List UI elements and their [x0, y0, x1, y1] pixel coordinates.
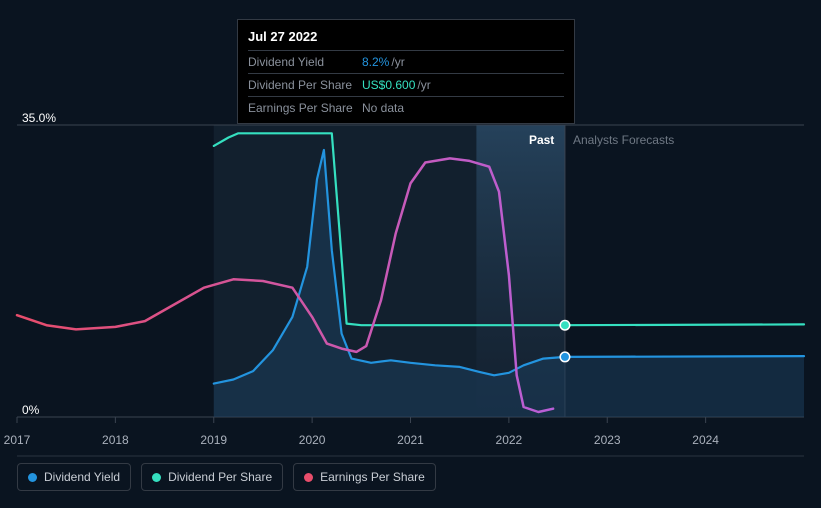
tooltip-row: Dividend Yield 8.2% /yr: [248, 50, 564, 73]
legend-label: Dividend Per Share: [168, 470, 272, 484]
region-label-forecasts: Analysts Forecasts: [573, 133, 674, 147]
legend-dot: [28, 473, 37, 482]
tooltip-value: 8.2%: [362, 55, 389, 69]
tooltip-date: Jul 27 2022: [248, 26, 564, 50]
legend: Dividend Yield Dividend Per Share Earnin…: [17, 463, 436, 491]
tooltip-label: Dividend Per Share: [248, 78, 362, 92]
x-axis-tick: 2024: [692, 433, 719, 447]
legend-item-earnings-per-share[interactable]: Earnings Per Share: [293, 463, 436, 491]
x-axis-tick: 2022: [496, 433, 523, 447]
legend-dot: [304, 473, 313, 482]
x-axis-tick: 2019: [200, 433, 227, 447]
legend-dot: [152, 473, 161, 482]
y-axis-label: 0%: [22, 403, 39, 417]
legend-label: Earnings Per Share: [320, 470, 425, 484]
legend-item-dividend-yield[interactable]: Dividend Yield: [17, 463, 131, 491]
tooltip-value: No data: [362, 101, 404, 115]
tooltip-row: Dividend Per Share US$0.600 /yr: [248, 73, 564, 96]
x-axis-tick: 2021: [397, 433, 424, 447]
tooltip-value: US$0.600: [362, 78, 415, 92]
y-axis-label: 35.0%: [22, 111, 56, 125]
region-label-past: Past: [529, 133, 554, 147]
legend-label: Dividend Yield: [44, 470, 120, 484]
tooltip-suffix: /yr: [417, 78, 430, 92]
x-axis-tick: 2023: [594, 433, 621, 447]
x-axis-tick: 2018: [102, 433, 129, 447]
tooltip-suffix: /yr: [391, 55, 404, 69]
tooltip-label: Earnings Per Share: [248, 101, 362, 115]
hover-tooltip: Jul 27 2022 Dividend Yield 8.2% /yr Divi…: [237, 19, 575, 124]
dividend-chart: Jul 27 2022 Dividend Yield 8.2% /yr Divi…: [0, 0, 821, 508]
legend-item-dividend-per-share[interactable]: Dividend Per Share: [141, 463, 283, 491]
x-axis-tick: 2020: [299, 433, 326, 447]
x-axis-tick: 2017: [4, 433, 31, 447]
tooltip-label: Dividend Yield: [248, 55, 362, 69]
tooltip-row: Earnings Per Share No data: [248, 96, 564, 119]
